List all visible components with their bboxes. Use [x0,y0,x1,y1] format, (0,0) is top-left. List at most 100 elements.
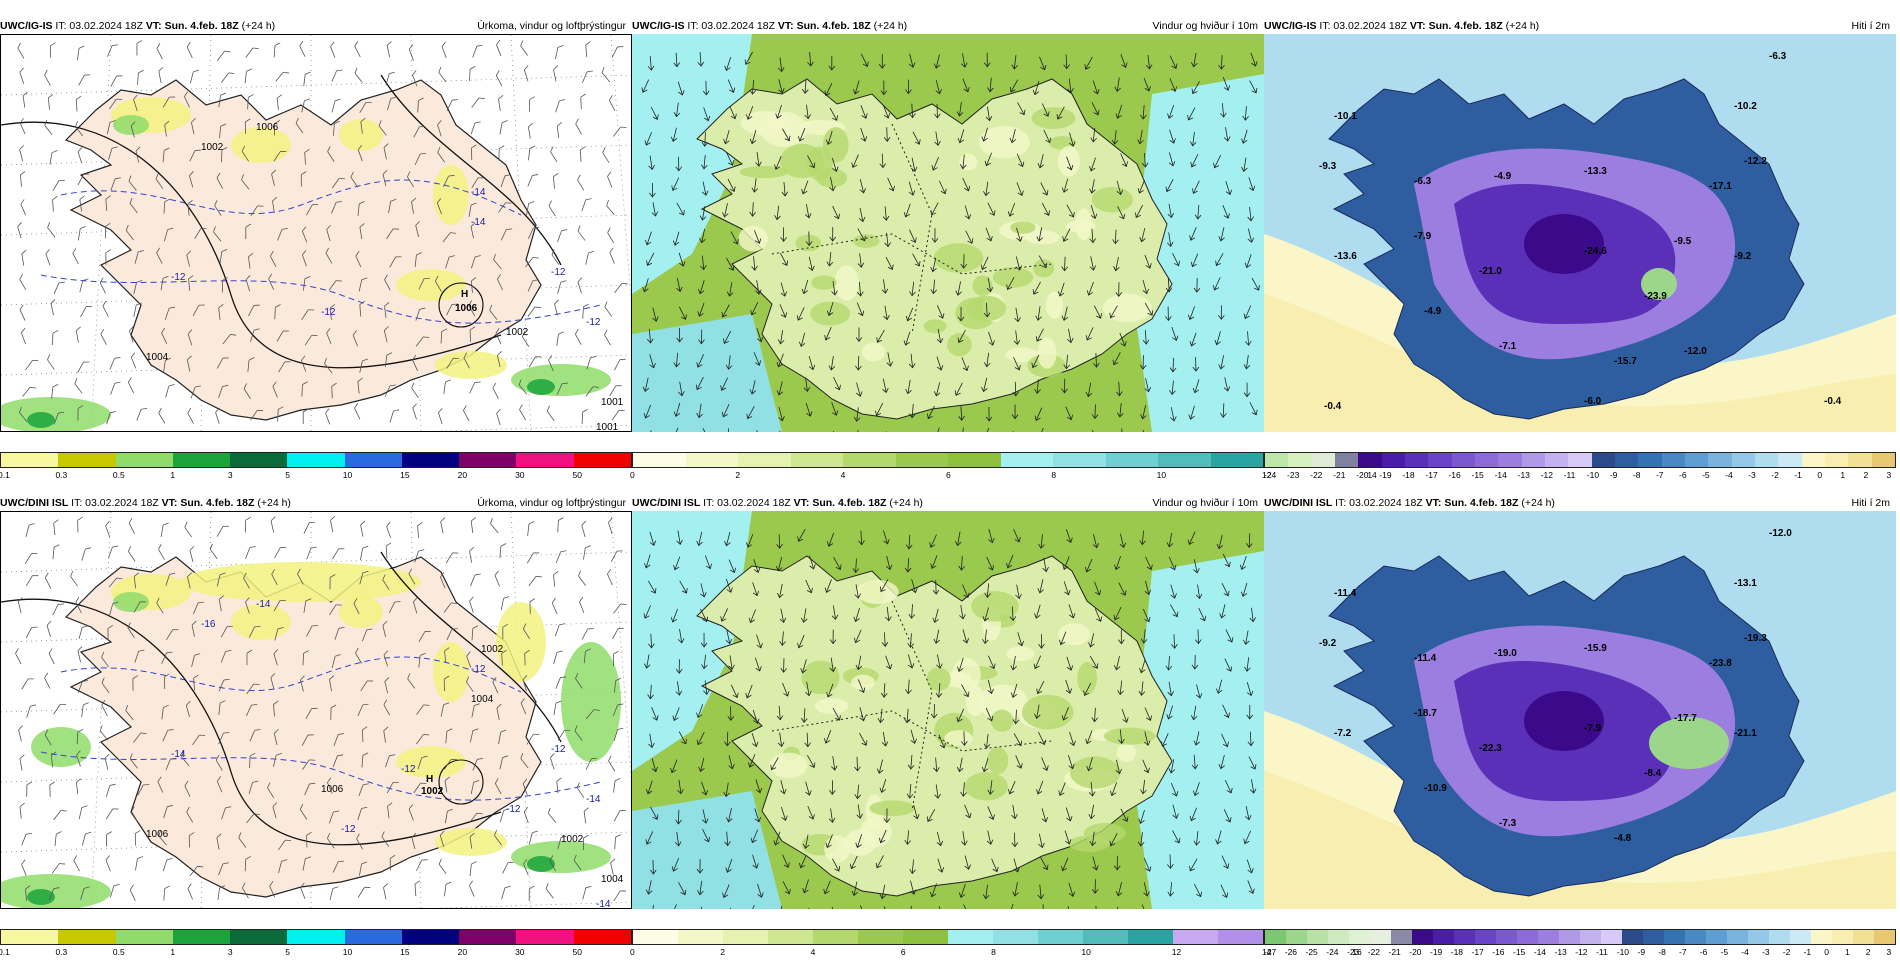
colorbar-tick-label: 10 [1081,947,1090,957]
colorbar-tick-label: 0.5 [113,947,125,957]
temperature-label: -17.7 [1674,713,1697,724]
contour-label: -12 [401,764,416,775]
contour-label: 1002 [481,644,504,655]
colorbar-segment [1349,930,1370,944]
colorbar-segment [1580,930,1601,944]
colorbar-tick-label: -25 [1306,947,1318,957]
colorbar-segment [1128,930,1173,944]
high-pressure-marker: H [461,289,468,300]
colorbar-tick-label: -24 [1326,947,1338,957]
colorbar-segment [1498,453,1521,467]
colorbar-segment [516,930,573,944]
colorbar-segment [1053,453,1106,467]
colorbar-tick-label: -19 [1379,470,1391,480]
model-name: UWC/IG-IS [1264,20,1317,32]
colorbar-tick-label: 50 [573,947,582,957]
colorbar-tick-label: -26 [1285,947,1297,957]
contour-label: -12 [551,744,566,755]
contour-label: -14 [471,217,486,228]
temperature-label: -13.6 [1334,251,1357,262]
colorbar-segment [516,453,573,467]
temperature-label: -6.3 [1769,51,1787,62]
colorbar-segment [1382,453,1405,467]
init-time: IT: 03.02.2024 18Z [55,20,145,32]
colorbar-segment [287,453,344,467]
colorbar-segment [574,930,631,944]
valid-time: VT: Sun. 4.feb. 18Z [146,20,239,32]
colorbar-segment [1622,930,1643,944]
colorbar-segment [1601,930,1622,944]
colorbar-segment [1265,930,1286,944]
colorbar-tick-label: 3 [1887,947,1892,957]
colorbar-tick-label: -18 [1451,947,1463,957]
map-area: -12.0-13.1-11.4-9.2-11.4-19.0-15.9-19.3-… [1264,511,1896,909]
lead-time: (+24 h) [242,20,276,32]
temperature-label: -12.0 [1769,528,1792,539]
map-area: -6.3-10.2-10.1-9.3-6.3-4.9-13.3-12.2-17.… [1264,34,1896,432]
panel-title: Vindur og hviður í 10m [1153,495,1258,511]
contour-label: -14 [471,187,486,198]
colorbar-segment [903,930,948,944]
colorbar-segment [686,453,739,467]
temperature-label: -7.2 [1334,728,1352,739]
contour-label: 1001 [596,422,619,432]
init-time: IT: 03.02.2024 18Z [703,497,793,509]
colorbar-tick-label: 0 [630,947,635,957]
temperature-label: -13.1 [1734,578,1757,589]
colorbar-tick-label: 50 [573,470,582,480]
colorbar-segment [116,930,173,944]
contour-label: -12 [506,804,521,815]
temperature-label: -17.1 [1709,181,1732,192]
colorbar-segment [1848,453,1871,467]
temperature-label: -0.4 [1824,396,1842,407]
colorbar-tick-label: 3 [228,947,233,957]
colorbar-segment [896,453,949,467]
colorbar-tick-label: -23 [1347,947,1359,957]
temperature-label: -19.3 [1744,633,1767,644]
lead-time: (+24 h) [889,497,923,509]
colorbar-tick-label: -18 [1402,470,1414,480]
map-panel-precip-top: UWC/IG-IS IT: 03.02.2024 18Z VT: Sun. 4.… [0,18,632,483]
colorbar-segment [1412,930,1433,944]
temperature-label: -9.3 [1319,161,1337,172]
temperature-label: -22.3 [1479,743,1502,754]
colorbar-segment [1428,453,1451,467]
colorbar-tick-label: -22 [1310,470,1322,480]
temperature-label: -6.3 [1414,176,1432,187]
colorbar [0,452,632,468]
colorbar-segment [345,930,402,944]
colorbar-tick-label: 10 [1157,470,1166,480]
contour-label: 1004 [601,874,624,885]
colorbar-tick-label: 1 [1845,947,1850,957]
colorbar-tick-label: 0.1 [0,947,10,957]
valid-time: VT: Sun. 4.feb. 18Z [1410,20,1503,32]
colorbar-segment [1517,930,1538,944]
temperature-label: -21.0 [1479,266,1502,277]
map-svg [632,511,1264,909]
colorbar-tick-label: -20 [1409,947,1421,957]
colorbar-segment [1391,930,1412,944]
colorbar-tick-label: -13 [1555,947,1567,957]
colorbar-segment [1778,453,1801,467]
contour-label: 1006 [321,784,344,795]
colorbar-tick-label: 0 [630,470,635,480]
colorbar-tick-label: -10 [1617,947,1629,957]
valid-time: VT: Sun. 4.feb. 18Z [778,20,871,32]
panel-title: Hiti í 2m [1851,495,1890,511]
colorbar-segment [1638,453,1661,467]
colorbar-tick-label: -17 [1472,947,1484,957]
colorbar-segment [1038,930,1083,944]
colorbar-tick-label: 6 [901,947,906,957]
colorbar-segment [1538,930,1559,944]
colorbar-segment [230,453,287,467]
colorbar [0,929,632,945]
colorbar-tick-label: -24 [1264,470,1276,480]
colorbar-segment [402,930,459,944]
colorbar-segment [1664,930,1685,944]
panel-header: UWC/DINI ISL IT: 03.02.2024 18Z VT: Sun.… [632,495,1264,511]
colorbar-tick-label: 8 [991,947,996,957]
colorbar-segment [116,453,173,467]
colorbar-segment [1475,453,1498,467]
